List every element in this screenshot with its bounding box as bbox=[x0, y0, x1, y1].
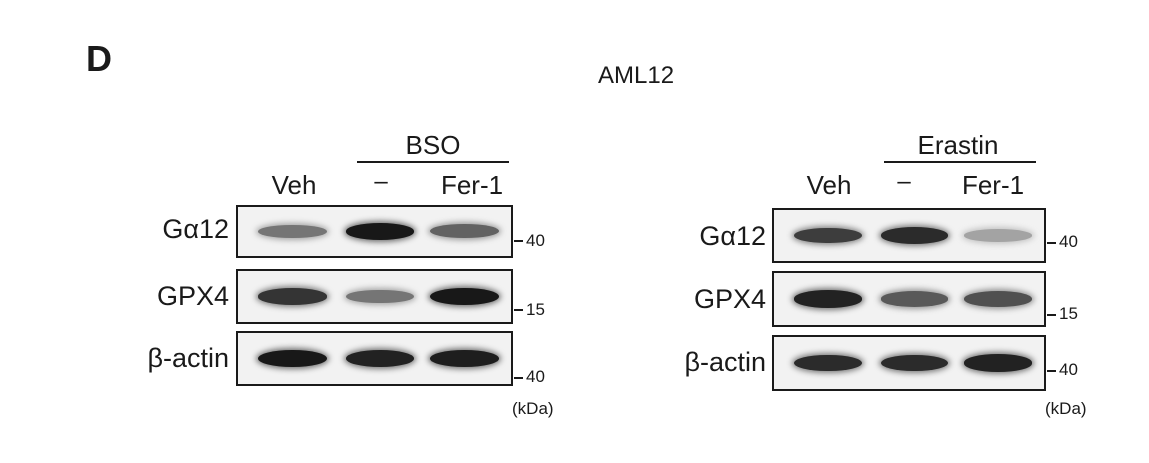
left-blot-gpx4 bbox=[236, 269, 513, 324]
left-treatment-bracket bbox=[357, 161, 509, 163]
right-lane-veh: Veh bbox=[806, 170, 852, 200]
right-mw-actin: 40 bbox=[1059, 360, 1078, 379]
left-row-label-actin: β-actin bbox=[147, 343, 229, 373]
left-row-label-galpha12: Gα12 bbox=[162, 214, 229, 244]
left-lane-veh: Veh bbox=[271, 170, 317, 200]
right-mw-tick-galpha12 bbox=[1047, 242, 1056, 244]
left-band-g12-lane-1 bbox=[258, 224, 327, 239]
left-blot-galpha12 bbox=[236, 205, 513, 258]
left-band-actin-lane-3 bbox=[430, 350, 499, 367]
right-row-label-gpx4: GPX4 bbox=[693, 284, 766, 314]
right-mw-tick-gpx4 bbox=[1047, 314, 1056, 316]
right-band-actin-lane-3 bbox=[964, 354, 1032, 372]
right-mw-gpx4: 15 bbox=[1059, 304, 1078, 323]
right-blot-actin bbox=[772, 335, 1046, 391]
left-mw-galpha12: 40 bbox=[526, 231, 545, 250]
right-band-gpx4-lane-2 bbox=[880, 291, 949, 307]
left-mw-actin: 40 bbox=[526, 367, 545, 386]
left-mw-gpx4: 15 bbox=[526, 300, 545, 319]
left-band-actin-lane-2 bbox=[345, 350, 415, 367]
left-band-actin-lane-1 bbox=[258, 349, 327, 367]
right-blot-galpha12 bbox=[772, 208, 1046, 263]
left-row-label-gpx4: GPX4 bbox=[156, 281, 229, 311]
right-band-actin-lane-2 bbox=[880, 354, 949, 372]
right-lane-fer1: Fer-1 bbox=[961, 170, 1025, 200]
left-mw-tick-gpx4 bbox=[514, 309, 523, 311]
right-band-g12-lane-1 bbox=[794, 227, 862, 244]
right-band-actin-lane-1 bbox=[794, 354, 862, 372]
right-blot-gpx4 bbox=[772, 271, 1046, 327]
right-lane-minus: – bbox=[897, 168, 911, 195]
left-band-g12-lane-2 bbox=[345, 223, 415, 240]
right-band-gpx4-lane-1 bbox=[794, 290, 862, 308]
left-lane-minus: – bbox=[374, 168, 388, 195]
left-band-gpx4-lane-3 bbox=[430, 287, 499, 305]
right-band-g12-lane-3 bbox=[964, 229, 1032, 242]
left-blot-actin bbox=[236, 331, 513, 386]
right-treatment-label: Erastin bbox=[917, 130, 999, 160]
left-mw-tick-galpha12 bbox=[514, 240, 523, 242]
right-band-g12-lane-2 bbox=[880, 227, 949, 244]
left-band-gpx4-lane-2 bbox=[345, 289, 415, 304]
left-band-gpx4-lane-1 bbox=[258, 288, 327, 305]
right-mw-tick-actin bbox=[1047, 370, 1056, 372]
right-units-label: (kDa) bbox=[1045, 399, 1087, 418]
left-treatment-label: BSO bbox=[405, 130, 461, 160]
right-row-label-galpha12: Gα12 bbox=[699, 221, 766, 251]
right-treatment-bracket bbox=[884, 161, 1036, 163]
left-lane-fer1: Fer-1 bbox=[440, 170, 504, 200]
left-units-label: (kDa) bbox=[512, 399, 554, 418]
right-mw-galpha12: 40 bbox=[1059, 232, 1078, 251]
left-mw-tick-actin bbox=[514, 377, 523, 379]
cell-line-title: AML12 bbox=[598, 62, 675, 89]
panel-letter: D bbox=[86, 38, 112, 79]
left-band-g12-lane-3 bbox=[430, 224, 499, 239]
right-band-gpx4-lane-3 bbox=[964, 291, 1032, 307]
right-row-label-actin: β-actin bbox=[684, 347, 766, 377]
